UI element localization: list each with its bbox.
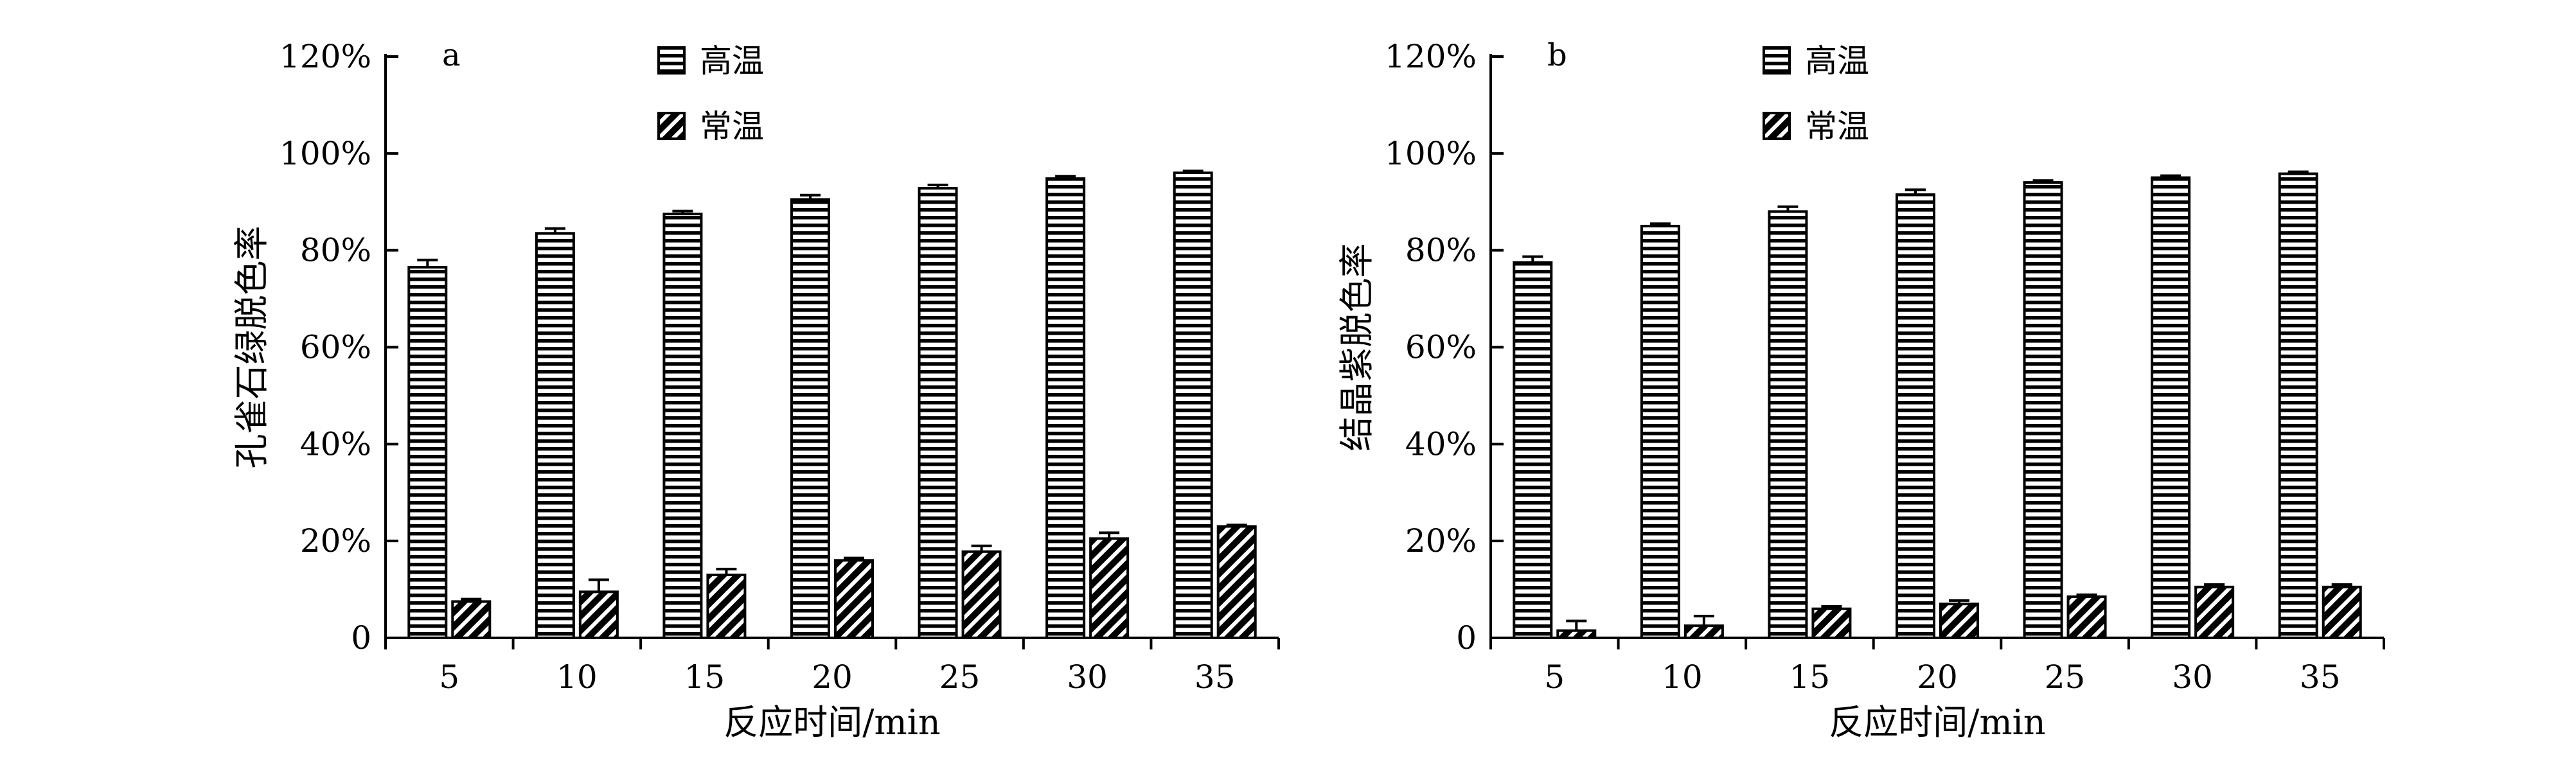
chart-panel-a: 0 20% 40% 60% 80% 100% 120% 5 10 15 20 25 30 35 a 孔雀石… (231, 37, 1280, 743)
legend-swatch-high-temp-b (1763, 46, 1791, 75)
bar-high-temp-a (407, 266, 448, 639)
bar-high-temp-b (2023, 181, 2063, 640)
bar-room-temp-a (834, 559, 874, 639)
x-tick-label-a: 15 (684, 658, 725, 696)
y-tick-label-b: 100% (1385, 135, 1477, 172)
axes-b: 0 20% 40% 60% 80% 100% 120% 5 10 15 20 25 30 35 (1385, 38, 2385, 696)
y-tick-label-b: 120% (1385, 38, 1477, 75)
bar-room-temp-b (1683, 624, 1724, 639)
bar-high-temp-a (1045, 177, 1086, 639)
y-tick-label-b: 40% (1405, 425, 1477, 463)
y-tick-label-a: 0 (351, 619, 371, 657)
y-tick-label-a: 60% (300, 329, 371, 366)
y-tick-label-b: 0 (1456, 619, 1477, 657)
bar-room-temp-a (578, 590, 619, 640)
chart-panel-b: 0 20% 40% 60% 80% 100% 120% 5 10 15 20 25 30 35 b 结晶紫… (1337, 37, 2385, 743)
legend-swatch-high-temp-a (657, 46, 686, 75)
bar-room-temp-a (451, 600, 492, 639)
bar-high-temp-b (1896, 193, 1935, 639)
legend-swatch-room-temp-a (657, 112, 686, 140)
bar-high-temp-a (535, 232, 575, 640)
x-tick-label-b: 25 (2045, 658, 2086, 696)
y-tick-label-a: 40% (300, 425, 371, 463)
legend-label-room-temp-b: 常温 (1805, 108, 1869, 145)
x-tick-label-a: 25 (939, 658, 981, 696)
y-axis-title-a: 孔雀石绿脱色率 (231, 226, 272, 469)
x-tick-label-a: 5 (439, 658, 459, 696)
y-tick-label-a: 100% (280, 135, 371, 172)
bar-room-temp-b (1811, 607, 1852, 639)
bar-room-temp-a (706, 573, 747, 639)
panel-label-b: b (1547, 37, 1567, 73)
bar-marks-b (1513, 170, 2362, 640)
x-tick-label-b: 20 (1917, 658, 1958, 696)
bar-room-temp-b (2322, 585, 2362, 639)
bar-marks-a (407, 169, 1257, 640)
y-tick-label-b: 60% (1405, 329, 1477, 366)
x-tick-label-b: 15 (1790, 658, 1831, 696)
legend-label-high-temp-b: 高温 (1805, 42, 1869, 80)
legend-label-room-temp-a: 常温 (700, 108, 764, 145)
x-tick-label-b: 35 (2300, 658, 2341, 696)
panel-label-a: a (442, 37, 461, 73)
legend-a: 高温 常温 (657, 42, 764, 145)
bar-high-temp-b (1640, 224, 1680, 640)
bar-high-temp-b (1513, 261, 1553, 640)
y-tick-label-a: 80% (300, 232, 371, 269)
bar-room-temp-b (2066, 595, 2107, 639)
x-tick-label-a: 30 (1067, 658, 1108, 696)
bar-room-temp-a (1089, 537, 1130, 639)
y-tick-label-a: 120% (280, 38, 371, 75)
bar-room-temp-a (1216, 525, 1257, 640)
y-axis-title-b: 结晶紫脱色率 (1337, 243, 1377, 452)
bar-room-temp-a (961, 550, 1002, 640)
x-tick-label-b: 10 (1662, 658, 1703, 696)
x-tick-label-a: 35 (1195, 658, 1236, 696)
x-tick-label-a: 20 (812, 658, 853, 696)
x-axis-title-b: 反应时间/min (1829, 702, 2045, 743)
bar-high-temp-a (1173, 172, 1213, 639)
y-tick-label-a: 20% (300, 522, 371, 560)
y-tick-label-b: 80% (1405, 232, 1477, 269)
legend-b: 高温 常温 (1763, 42, 1869, 145)
bar-high-temp-b (2151, 176, 2191, 639)
bar-room-temp-b (2194, 585, 2235, 639)
bar-high-temp-a (918, 187, 958, 639)
x-tick-label-a: 10 (556, 658, 598, 696)
legend-label-high-temp-a: 高温 (700, 42, 764, 80)
bar-high-temp-a (662, 213, 703, 639)
axes-a: 0 20% 40% 60% 80% 100% 120% 5 10 15 20 25 30 35 (280, 38, 1280, 696)
x-tick-label-b: 30 (2172, 658, 2213, 696)
y-tick-label-b: 20% (1405, 522, 1477, 560)
bar-high-temp-a (790, 198, 830, 639)
x-tick-label-b: 5 (1544, 658, 1565, 696)
x-axis-title-a: 反应时间/min (724, 702, 940, 743)
bar-room-temp-b (1939, 603, 1979, 639)
bar-high-temp-b (1768, 210, 1808, 640)
legend-swatch-room-temp-b (1763, 112, 1791, 140)
bar-high-temp-b (2278, 172, 2318, 639)
